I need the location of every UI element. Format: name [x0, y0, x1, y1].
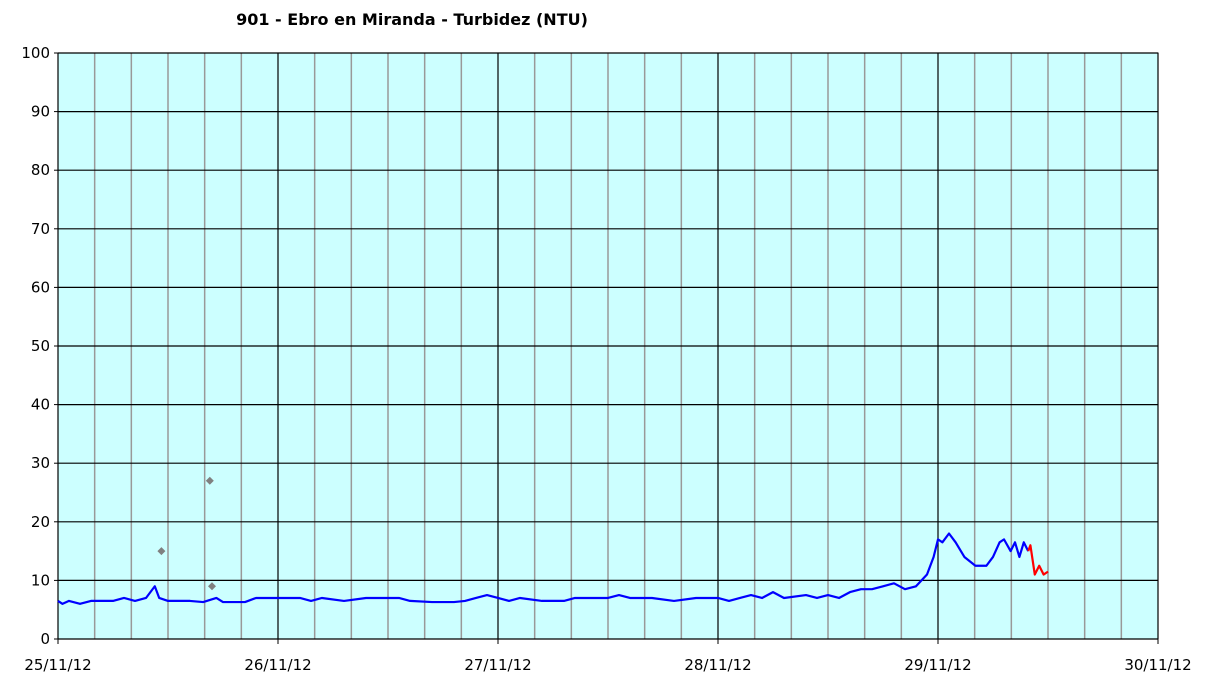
data-line — [1027, 544, 1049, 576]
x-tick-label: 27/11/12 — [464, 656, 531, 674]
x-tick-label: 28/11/12 — [684, 656, 751, 674]
y-tick-label: 10 — [31, 571, 50, 589]
y-tick-label: 80 — [31, 161, 50, 179]
data-point — [157, 547, 166, 556]
y-tick-label: 50 — [31, 337, 50, 355]
y-tick-label: 40 — [31, 396, 50, 414]
x-tick-label: 26/11/12 — [244, 656, 311, 674]
data-point — [205, 476, 214, 485]
y-tick-label: 60 — [31, 278, 50, 296]
y-tick-label: 70 — [31, 220, 50, 238]
y-tick-label: 90 — [31, 103, 50, 121]
data-point — [208, 582, 216, 591]
data-line — [57, 532, 1030, 605]
y-tick-label: 100 — [21, 44, 50, 62]
y-tick-label: 0 — [40, 630, 50, 648]
chart-title: 901 - Ebro en Miranda - Turbidez (NTU) — [236, 10, 588, 29]
x-tick-label: 29/11/12 — [904, 656, 971, 674]
x-tick-label: 25/11/12 — [24, 656, 91, 674]
y-tick-label: 20 — [31, 513, 50, 531]
x-tick-label: 30/11/12 — [1124, 656, 1191, 674]
y-tick-label: 30 — [31, 454, 50, 472]
